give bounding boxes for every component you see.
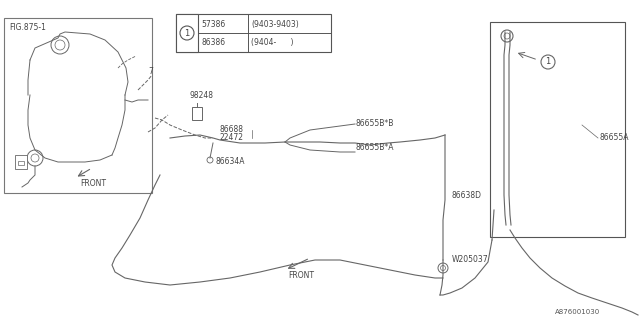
Bar	[15, 155, 27, 169]
Text: W205037: W205037	[452, 255, 488, 265]
Text: A876001030: A876001030	[555, 309, 600, 315]
Bar	[192, 107, 202, 120]
Text: FRONT: FRONT	[288, 271, 314, 281]
Circle shape	[541, 55, 555, 69]
Text: FRONT: FRONT	[80, 180, 106, 188]
Circle shape	[438, 263, 448, 273]
Text: 86655B*B: 86655B*B	[356, 119, 394, 129]
Bar	[490, 22, 625, 237]
Text: 86655B*A: 86655B*A	[356, 143, 394, 153]
Text: 7: 7	[148, 68, 153, 76]
Circle shape	[207, 157, 213, 163]
Text: 86688: 86688	[220, 125, 244, 134]
Circle shape	[27, 150, 43, 166]
Bar	[176, 14, 198, 52]
Text: 86386: 86386	[201, 38, 225, 47]
Circle shape	[31, 154, 39, 162]
Bar	[18, 161, 24, 165]
Circle shape	[180, 26, 194, 40]
Text: 86638D: 86638D	[452, 190, 482, 199]
Text: 98248: 98248	[190, 92, 214, 100]
Text: (9404-      ): (9404- )	[251, 38, 294, 47]
Text: 57386: 57386	[201, 20, 225, 29]
Text: 1: 1	[545, 58, 550, 67]
Text: 22472: 22472	[220, 133, 244, 142]
Bar	[4, 18, 152, 193]
Text: 1: 1	[184, 28, 189, 37]
Circle shape	[504, 33, 510, 39]
Text: (9403-9403): (9403-9403)	[251, 20, 299, 29]
Text: 86655A: 86655A	[600, 133, 630, 142]
Circle shape	[440, 266, 445, 270]
Circle shape	[501, 30, 513, 42]
Bar	[176, 14, 331, 52]
Circle shape	[55, 40, 65, 50]
Text: FIG.875-1: FIG.875-1	[9, 23, 46, 33]
Circle shape	[51, 36, 69, 54]
Text: 86634A: 86634A	[215, 157, 244, 166]
